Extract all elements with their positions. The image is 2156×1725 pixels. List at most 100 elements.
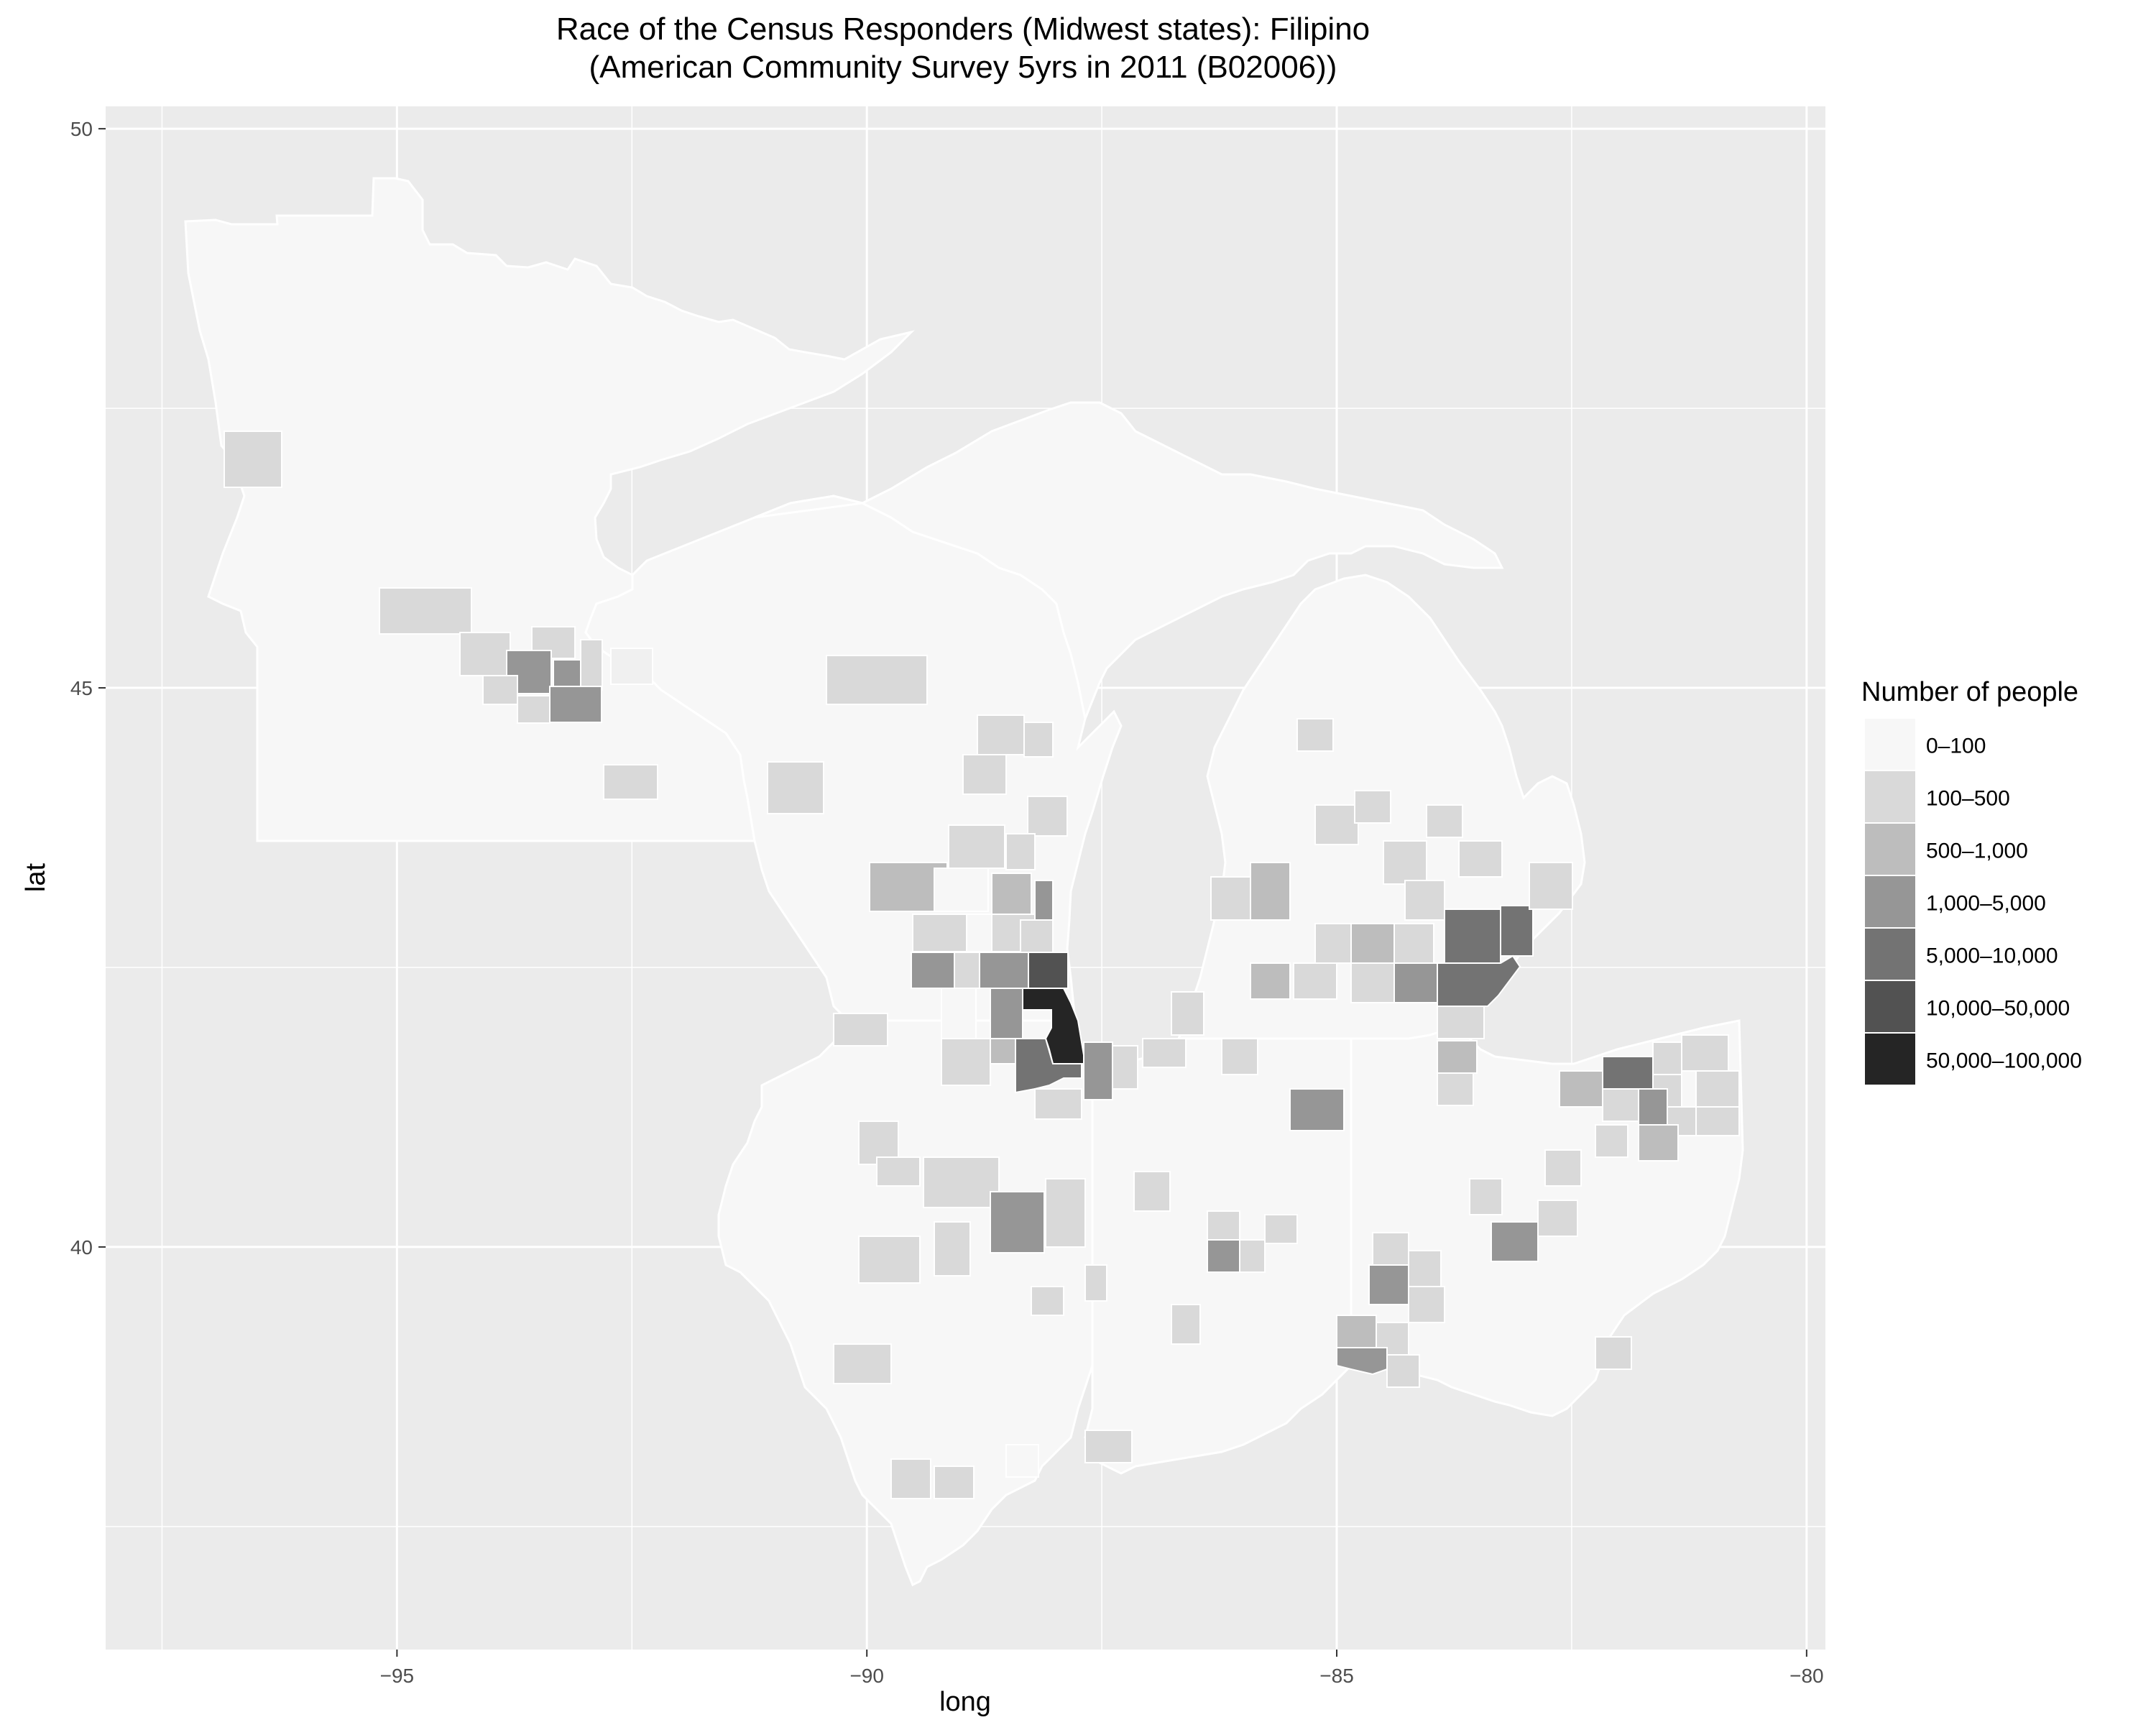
county-washington-mn bbox=[580, 639, 603, 691]
county-scott-mn bbox=[517, 695, 550, 724]
x-axis: −95 −90 −85 −80 bbox=[380, 1650, 1824, 1687]
county-medina-oh bbox=[1602, 1088, 1639, 1122]
county-rock-wi bbox=[912, 914, 967, 952]
county-livingston-mi bbox=[1393, 923, 1434, 964]
county-ingham-mi bbox=[1350, 923, 1395, 964]
county-allen-in bbox=[1289, 1088, 1345, 1131]
county-coles-il bbox=[1031, 1286, 1064, 1316]
county-brown-wi bbox=[977, 714, 1025, 755]
county-kendall-il bbox=[990, 1038, 1016, 1064]
county-athens-oh bbox=[1595, 1336, 1632, 1370]
legend-label: 1,000–5,000 bbox=[1926, 892, 2046, 916]
county-marathon-wi bbox=[826, 655, 928, 705]
county-kankakee-il bbox=[1034, 1088, 1082, 1120]
county-ashtabula-oh bbox=[1681, 1034, 1729, 1072]
county-fond-du-lac-wi bbox=[948, 824, 1005, 869]
county-vanderburgh-in bbox=[1084, 1430, 1133, 1463]
legend-label: 10,000–50,000 bbox=[1926, 997, 2070, 1021]
county-porter-in bbox=[1112, 1045, 1138, 1090]
county-greene-oh bbox=[1408, 1286, 1445, 1323]
county-washtenaw-mi bbox=[1393, 962, 1438, 1003]
county-ottawa-mi bbox=[1210, 876, 1251, 921]
county-dakota-mn bbox=[549, 686, 602, 723]
county-cuyahoga-oh bbox=[1602, 1056, 1654, 1090]
county-madison-in bbox=[1239, 1239, 1266, 1273]
county-eaton-mi bbox=[1314, 923, 1352, 964]
county-hamilton-in bbox=[1207, 1210, 1240, 1241]
county-st-clair-il bbox=[890, 1458, 931, 1499]
county-marion-in bbox=[1207, 1239, 1240, 1273]
county-carver-mn bbox=[482, 675, 518, 705]
county-lake-oh bbox=[1652, 1041, 1682, 1075]
county-boone-il bbox=[954, 952, 980, 989]
legend-label: 500–1,000 bbox=[1926, 840, 2028, 863]
x-tick-label: −80 bbox=[1789, 1665, 1824, 1687]
legend-title: Number of people bbox=[1861, 677, 2078, 707]
chart-title-line2: (American Community Survey 5yrs in 2011 … bbox=[589, 50, 1337, 85]
legend-label: 5,000–10,000 bbox=[1926, 944, 2058, 968]
x-tick-label: −95 bbox=[380, 1665, 415, 1687]
county-lorain-oh bbox=[1559, 1070, 1603, 1108]
county-lake-il bbox=[1028, 952, 1069, 989]
legend-swatch bbox=[1865, 771, 1915, 822]
county-warren-oh bbox=[1376, 1322, 1409, 1356]
county-kewaunee-wi bbox=[1023, 722, 1054, 758]
county-chisago-mn bbox=[610, 648, 653, 685]
county-adams-il bbox=[858, 1236, 921, 1284]
legend-swatch bbox=[1865, 719, 1915, 770]
county-ramsey-mn bbox=[553, 659, 581, 689]
legend-swatch bbox=[1865, 929, 1915, 980]
legend-swatch bbox=[1865, 824, 1915, 875]
county-madison-il bbox=[833, 1343, 892, 1384]
county-clay-mn bbox=[224, 431, 282, 488]
county-berrien-mi bbox=[1171, 991, 1204, 1036]
county-richland-oh bbox=[1544, 1149, 1582, 1187]
county-lucas-oh bbox=[1437, 1040, 1478, 1074]
county-trumbull-oh bbox=[1695, 1070, 1740, 1108]
county-champaign-il bbox=[1045, 1178, 1086, 1248]
county-tippecanoe-in bbox=[1133, 1171, 1171, 1212]
y-tick-label: 45 bbox=[70, 677, 93, 699]
county-saginaw-mi bbox=[1383, 840, 1427, 885]
county-grand-traverse-mi bbox=[1296, 718, 1334, 752]
county-montgomery-oh bbox=[1368, 1264, 1409, 1305]
county-summit-oh bbox=[1638, 1088, 1668, 1126]
legend-swatch bbox=[1865, 1034, 1915, 1085]
county-green-wi bbox=[966, 914, 992, 952]
county-lake-in bbox=[1083, 1041, 1113, 1100]
county-jackson-il bbox=[934, 1466, 975, 1499]
county-outagamie-wi bbox=[962, 754, 1007, 795]
y-tick-label: 40 bbox=[70, 1236, 93, 1259]
county-dodge-wi bbox=[934, 868, 989, 912]
county-rock-island-il bbox=[833, 1013, 888, 1046]
state-michigan-upper bbox=[754, 401, 1504, 723]
y-tick-label: 50 bbox=[70, 118, 93, 140]
county-stark-oh bbox=[1638, 1124, 1679, 1162]
county-tazewell-il bbox=[876, 1156, 921, 1187]
county-manitowoc-wi bbox=[1027, 796, 1068, 837]
county-sangamon-il bbox=[990, 1191, 1045, 1254]
county-la-salle-il bbox=[941, 1038, 991, 1086]
county-wright-mn bbox=[459, 632, 511, 676]
county-kalamazoo-mi bbox=[1250, 962, 1291, 1000]
county-bay-mi bbox=[1426, 804, 1463, 838]
county-wood-oh bbox=[1437, 1072, 1474, 1106]
legend-label: 50,000–100,000 bbox=[1926, 1049, 2082, 1073]
county-franklin-oh bbox=[1491, 1221, 1539, 1262]
y-axis: 40 45 50 bbox=[70, 118, 106, 1259]
legend: Number of people 0–100 100–500 500–1,000 1,… bbox=[1861, 677, 2082, 1085]
county-mahoning-oh bbox=[1695, 1106, 1740, 1136]
county-winnebago-il bbox=[911, 952, 955, 989]
county-midland-mi bbox=[1354, 790, 1391, 824]
county-kenosha-wi bbox=[1020, 919, 1054, 953]
county-mclean-il bbox=[923, 1156, 1000, 1208]
county-clark-oh bbox=[1408, 1250, 1442, 1287]
county-stearns-mn bbox=[379, 587, 472, 635]
county-washington-wi bbox=[991, 873, 1032, 916]
county-sheboygan-wi bbox=[1005, 833, 1036, 870]
county-mchenry-il bbox=[979, 952, 1029, 989]
county-delaware-oh bbox=[1469, 1178, 1503, 1215]
county-posey-in bbox=[1005, 1444, 1039, 1478]
